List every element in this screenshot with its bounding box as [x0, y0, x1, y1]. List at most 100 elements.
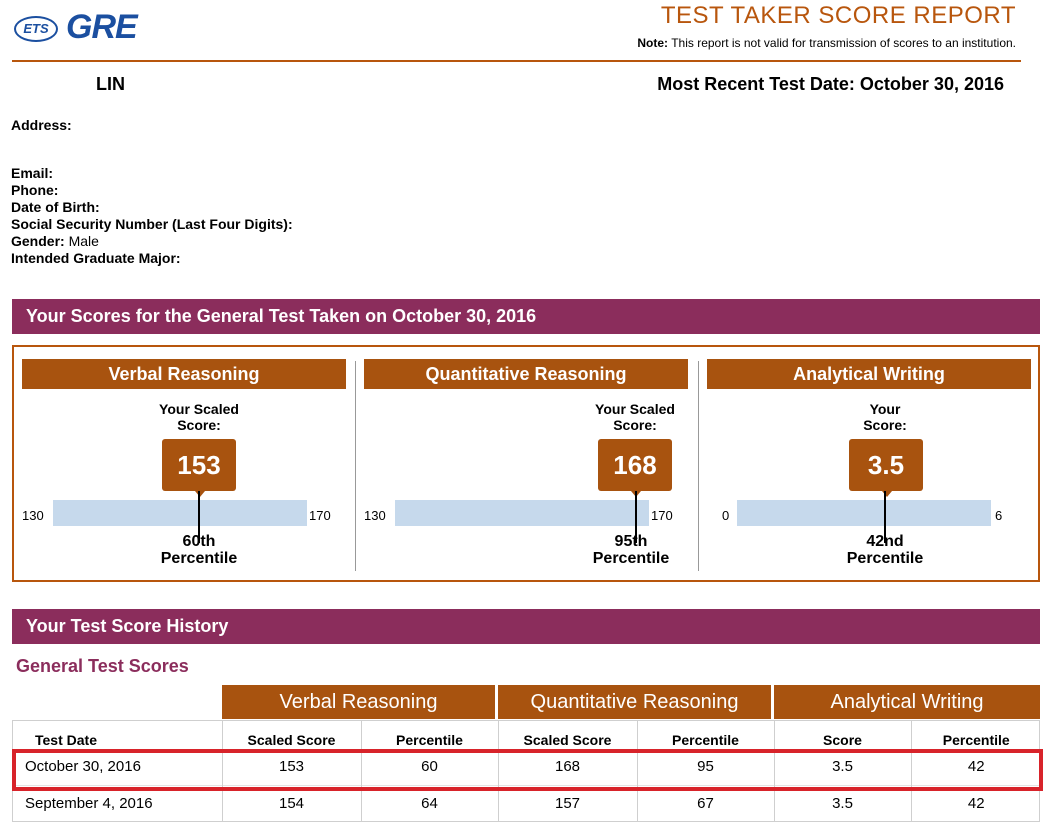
address-label: Address: — [11, 117, 72, 133]
writing-score-caption: Your Score: — [830, 401, 940, 433]
header-divider — [12, 60, 1021, 62]
dob-label: Date of Birth: — [11, 199, 100, 215]
percentile-label: Percentile — [160, 550, 238, 567]
table-cell: 95 — [636, 749, 774, 785]
percentile-label: Percentile — [846, 550, 924, 567]
report-note: Note: This report is not valid for trans… — [637, 36, 1016, 50]
table-cell: 60 — [360, 749, 498, 785]
writing-measure-header: Analytical Writing — [707, 359, 1031, 389]
most-recent-test-date: Most Recent Test Date: October 30, 2016 — [657, 74, 1004, 94]
column-header: Percentile — [636, 721, 774, 749]
table-row: September 4, 2016 154 64 157 67 3.5 42 — [13, 784, 1041, 821]
verbal-measure-header: Verbal Reasoning — [22, 359, 346, 389]
caption-line: Score: — [177, 417, 221, 433]
writing-score-box: 3.5 — [849, 439, 923, 497]
table-header-row: Test Date Scaled Score Percentile Scaled… — [13, 721, 1041, 749]
address-row: Address: — [11, 117, 72, 134]
ssn-row: Social Security Number (Last Four Digits… — [11, 216, 293, 233]
major-label: Intended Graduate Major: — [11, 250, 181, 266]
column-header: Scaled Score — [221, 721, 361, 749]
quant-scale-min: 130 — [364, 508, 386, 523]
quant-percentile: 95th Percentile — [576, 533, 686, 567]
writing-scale-max: 6 — [995, 508, 1003, 523]
candidate-name: LIN — [96, 74, 125, 94]
ets-gre-logo: ETS GRE — [14, 10, 154, 46]
table-row: October 30, 2016 153 60 168 95 3.5 42 — [13, 749, 1041, 785]
panel-divider — [698, 361, 699, 571]
verbal-measure: Verbal Reasoning Your Scaled Score: 153 1… — [22, 359, 346, 574]
note-label: Note: — [637, 36, 669, 50]
contact-block: Email: Phone: Date of Birth: Social Secu… — [11, 165, 293, 267]
dob-row: Date of Birth: — [11, 199, 293, 216]
history-group-writing: Analytical Writing — [774, 685, 1040, 719]
ets-logo-mark: ETS — [14, 16, 58, 42]
writing-measure: Analytical Writing Your Score: 3.5 0 6 42… — [707, 359, 1031, 574]
percentile-value: 95th — [614, 533, 648, 550]
quant-score-caption: Your Scaled Score: — [580, 401, 690, 433]
gender-value: Male — [68, 233, 99, 249]
caption-line: Score: — [863, 417, 907, 433]
verbal-scale-bar — [53, 500, 307, 526]
report-title: TEST TAKER SCORE REPORT — [660, 2, 1016, 29]
email-label: Email: — [11, 165, 54, 181]
table-cell: 67 — [636, 784, 774, 821]
column-header: Scaled Score — [497, 721, 637, 749]
general-test-scores-title: General Test Scores — [16, 656, 189, 676]
phone-row: Phone: — [11, 182, 293, 199]
history-group-verbal: Verbal Reasoning — [222, 685, 495, 719]
score-panel: Verbal Reasoning Your Scaled Score: 153 1… — [12, 345, 1040, 582]
panel-divider — [355, 361, 356, 571]
verbal-scale-max: 170 — [309, 508, 331, 523]
quant-scale-bar — [395, 500, 649, 526]
score-history-table: Test Date Scaled Score Percentile Scaled… — [12, 720, 1041, 822]
email-row: Email: — [11, 165, 293, 182]
writing-scale-bar — [737, 500, 991, 526]
column-header: Percentile — [360, 721, 498, 749]
history-section-header: Your Test Score History — [12, 609, 1040, 644]
writing-scale-min: 0 — [722, 508, 730, 523]
verbal-score-marker — [198, 491, 201, 543]
table-cell: 3.5 — [773, 749, 911, 785]
table-cell: 153 — [221, 749, 361, 785]
ssn-label: Social Security Number (Last Four Digits… — [11, 216, 293, 232]
column-header: Score — [773, 721, 911, 749]
caption-line: Your Scaled — [159, 401, 239, 417]
percentile-value: 60th — [182, 533, 216, 550]
history-group-quant: Quantitative Reasoning — [498, 685, 771, 719]
history-section-title: Your Test Score History — [26, 616, 229, 636]
quant-measure-header: Quantitative Reasoning — [364, 359, 688, 389]
table-cell: 42 — [910, 749, 1041, 785]
table-cell: 42 — [910, 784, 1041, 821]
percentile-value: 42nd — [866, 533, 904, 550]
gender-row: Gender: Male — [11, 233, 293, 250]
percentile-label: Percentile — [592, 550, 670, 567]
gre-logo-text: GRE — [66, 8, 138, 46]
column-header: Percentile — [910, 721, 1041, 749]
caption-line: Score: — [613, 417, 657, 433]
column-header: Test Date — [35, 732, 97, 748]
phone-label: Phone: — [11, 182, 59, 198]
verbal-scale-min: 130 — [22, 508, 44, 523]
quant-score-marker — [635, 491, 638, 543]
scores-section-title: Your Scores for the General Test Taken o… — [26, 306, 537, 326]
verbal-percentile: 60th Percentile — [144, 533, 254, 567]
quant-score-box: 168 — [598, 439, 672, 497]
caption-line: Your — [869, 401, 901, 417]
note-text: This report is not valid for transmissio… — [671, 36, 1016, 50]
caption-line: Your Scaled — [595, 401, 675, 417]
table-cell: 64 — [360, 784, 498, 821]
verbal-score-caption: Your Scaled Score: — [144, 401, 254, 433]
writing-score-marker — [884, 491, 887, 543]
quant-scale-max: 170 — [651, 508, 673, 523]
table-cell: October 30, 2016 — [25, 758, 141, 776]
major-row: Intended Graduate Major: — [11, 250, 293, 267]
table-cell: 154 — [221, 784, 361, 821]
verbal-score-box: 153 — [162, 439, 236, 497]
table-cell: September 4, 2016 — [13, 784, 222, 821]
table-cell: 157 — [497, 784, 637, 821]
quant-measure: Quantitative Reasoning Your Scaled Score:… — [364, 359, 688, 574]
gender-label: Gender: — [11, 233, 65, 249]
writing-percentile: 42nd Percentile — [830, 533, 940, 567]
scores-section-header: Your Scores for the General Test Taken o… — [12, 299, 1040, 334]
table-cell: 3.5 — [773, 784, 911, 821]
